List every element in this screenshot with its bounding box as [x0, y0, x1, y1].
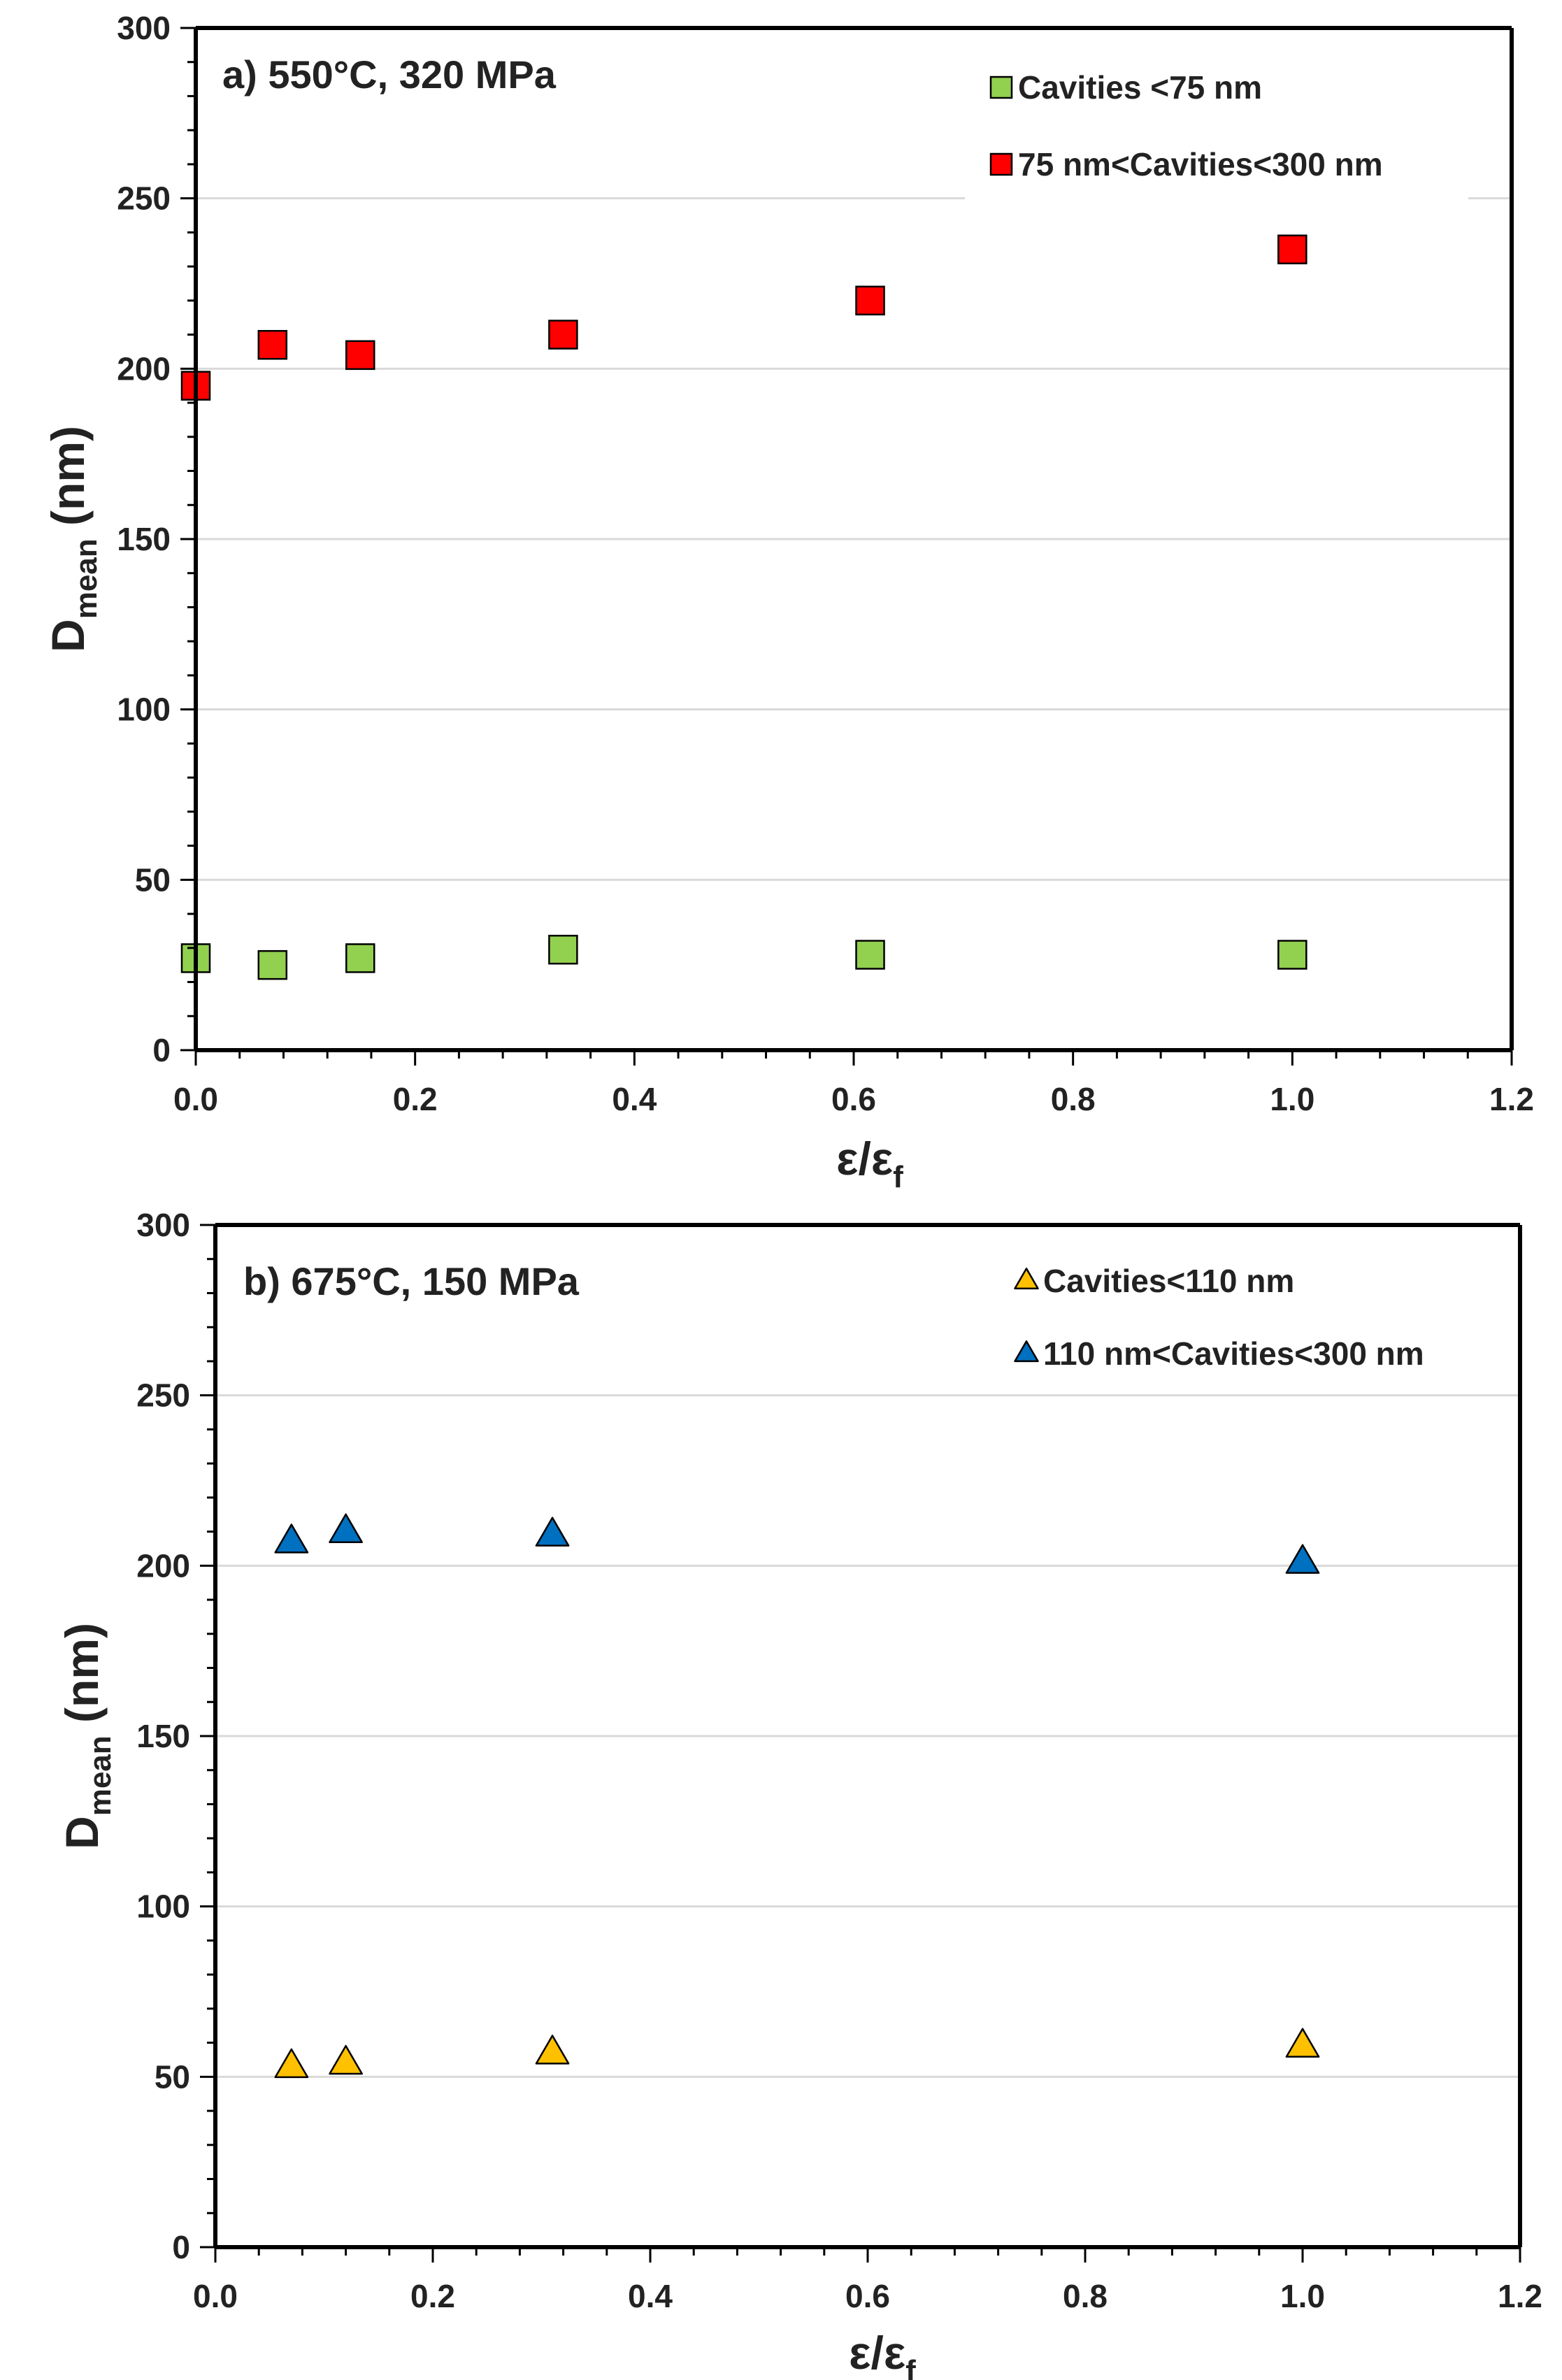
y-axis-title-main: D: [56, 1816, 108, 1849]
x-tick-label: 1.2: [1498, 2278, 1542, 2314]
data-point-series-2: [855, 285, 885, 316]
y-axis-title: Dmean (nm): [56, 1623, 117, 1849]
x-tick-label: 0.0: [193, 2278, 238, 2314]
y-axis-title-main: D: [42, 619, 94, 652]
legend: Cavities <75 nm 75 nm<Cavities<300 nm: [965, 42, 1468, 203]
y-tick-label: 50: [155, 2058, 190, 2095]
data-point-series-1: [535, 2035, 570, 2065]
x-tick-label: 1.0: [1280, 2278, 1325, 2314]
data-point-series-2: [548, 320, 578, 350]
x-tick-label: 0.8: [1051, 1081, 1096, 1117]
y-tick-label: 250: [117, 180, 171, 217]
x-tick-labels: 0.0 0.2 0.4 0.6 0.8 1.0 1.2: [193, 2278, 1542, 2314]
x-tick-labels: 0.0 0.2 0.4 0.6 0.8 1.0 1.2: [173, 1081, 1534, 1117]
data-point-series-2: [329, 1513, 363, 1544]
y-tick-label: 150: [117, 521, 171, 557]
legend-label-series-2: 75 nm<Cavities<300 nm: [1018, 146, 1383, 182]
panel-title: a) 550°C, 320 MPa: [222, 52, 557, 96]
x-tick-label: 0.8: [1063, 2278, 1108, 2314]
legend-marker-series-1: [1014, 1268, 1039, 1290]
legend-marker-shape: [1014, 1268, 1039, 1290]
y-axis-title-subscript: mean: [69, 538, 103, 619]
y-tick-label: 0: [172, 2229, 190, 2265]
data-point-series-2: [1277, 234, 1307, 265]
legend-label-series-1: Cavities <75 nm: [1018, 69, 1262, 106]
y-tick-label: 200: [136, 1547, 190, 1584]
y-tick-labels: 0 50 100 150 200 250 300: [136, 1207, 190, 2265]
y-tick-label: 200: [117, 350, 171, 387]
y-tick-label: 100: [136, 1888, 190, 1925]
data-point-series-1: [274, 2048, 309, 2079]
legend-marker-shape: [989, 152, 1013, 176]
data-point-series-2: [257, 329, 288, 360]
grid-lines: [196, 197, 1512, 881]
legend-marker-series-2: [989, 152, 1013, 176]
chart-panel-b: 0.0 0.2 0.4 0.6 0.8 1.0 1.2 0 50 100 150 200 250 300…: [56, 1207, 1542, 2380]
data-point-series-1: [855, 940, 885, 970]
legend-background: [965, 42, 1468, 203]
x-axis-title: ε/εf: [849, 2327, 916, 2380]
grid-lines: [215, 1394, 1520, 2078]
y-tick-label: 300: [136, 1207, 190, 1243]
x-tick-label: 0.2: [410, 2278, 455, 2314]
data-point-series-1: [329, 2044, 363, 2075]
x-tick-label: 0.4: [612, 1081, 657, 1117]
x-axis-title-subscript: f: [905, 2354, 916, 2380]
chart-panel-a: 0.0 0.2 0.4 0.6 0.8 1.0 1.2 0 50 100 150 200 250 300…: [42, 10, 1534, 1194]
x-tick-label: 0.2: [393, 1081, 438, 1117]
x-tick-label: 1.2: [1489, 1081, 1534, 1117]
panel-title: b) 675°C, 150 MPa: [243, 1259, 580, 1303]
y-tick-label: 150: [136, 1718, 190, 1754]
y-tick-label: 50: [135, 861, 171, 898]
legend-marker-series-2: [1014, 1340, 1039, 1363]
y-axis-title-subscript: mean: [83, 1735, 117, 1816]
y-tick-label: 100: [117, 691, 171, 728]
legend-marker-shape: [1014, 1340, 1039, 1363]
data-points: [180, 234, 1307, 980]
data-point-series-2: [345, 340, 375, 371]
data-points: [274, 1513, 1320, 2079]
legend-label-series-2: 110 nm<Cavities<300 nm: [1043, 1335, 1424, 1372]
y-axis-title: Dmean (nm): [42, 426, 103, 652]
y-tick-label: 0: [152, 1032, 171, 1068]
x-tick-label: 0.6: [831, 1081, 876, 1117]
data-point-series-1: [1277, 940, 1307, 970]
x-axis-title-main: ε/ε: [849, 2327, 905, 2379]
data-point-series-2: [274, 1524, 309, 1554]
y-tick-label: 250: [136, 1377, 190, 1414]
x-tick-label: 0.0: [173, 1081, 218, 1117]
data-point-series-1: [345, 943, 375, 973]
x-axis-title-main: ε/ε: [836, 1133, 893, 1184]
tick-marks: [180, 27, 1513, 1066]
legend-marker-series-1: [989, 76, 1013, 99]
x-axis-title: ε/εf: [836, 1133, 903, 1194]
data-point-series-1: [1285, 2028, 1320, 2058]
legend-label-series-1: Cavities<110 nm: [1043, 1263, 1294, 1299]
data-point-series-2: [535, 1517, 570, 1547]
y-tick-labels: 0 50 100 150 200 250 300: [117, 10, 171, 1068]
data-point-series-1: [257, 949, 288, 980]
tick-marks: [200, 1224, 1521, 2263]
y-tick-label: 300: [117, 10, 171, 46]
x-tick-label: 1.0: [1270, 1081, 1314, 1117]
data-point-series-2: [1285, 1544, 1320, 1574]
x-axis-title-subscript: f: [893, 1160, 903, 1194]
y-axis-title-unit: (nm): [56, 1623, 108, 1735]
legend-marker-shape: [989, 76, 1013, 99]
x-tick-label: 0.6: [845, 2278, 890, 2314]
legend-background: [993, 1245, 1510, 1391]
y-axis-title-unit: (nm): [42, 426, 94, 538]
data-point-series-1: [548, 934, 578, 965]
legend: Cavities<110 nm 110 nm<Cavities<300 nm: [993, 1245, 1510, 1391]
x-tick-label: 0.4: [628, 2278, 673, 2314]
